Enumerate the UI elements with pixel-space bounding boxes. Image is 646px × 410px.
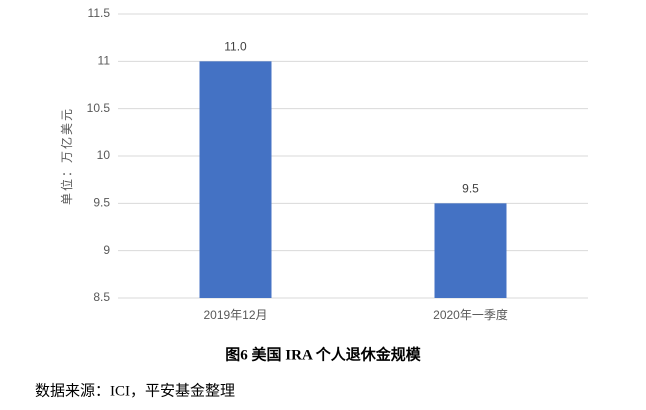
bar (199, 61, 272, 299)
y-tick-label: 9 (103, 243, 110, 257)
chart-title: 图6 美国 IRA 个人退休金规模 (225, 345, 421, 363)
data-label: 11.0 (224, 40, 247, 54)
y-tick-label: 11.5 (88, 6, 111, 20)
bar (434, 203, 507, 298)
y-tick-label: 9.5 (93, 196, 110, 210)
y-tick-label: 10.5 (87, 101, 111, 115)
source-note: 数据来源：ICI，平安基金整理 (35, 382, 235, 399)
y-tick-label: 8.5 (93, 290, 110, 304)
data-label: 9.5 (462, 182, 479, 196)
y-tick-label: 10 (97, 148, 111, 162)
x-tick-label: 2019年12月 (203, 308, 267, 322)
y-tick-label: 11 (98, 54, 111, 68)
x-tick-label: 2020年一季度 (433, 307, 508, 322)
y-axis-label: 单位：万亿美元 (59, 107, 74, 205)
